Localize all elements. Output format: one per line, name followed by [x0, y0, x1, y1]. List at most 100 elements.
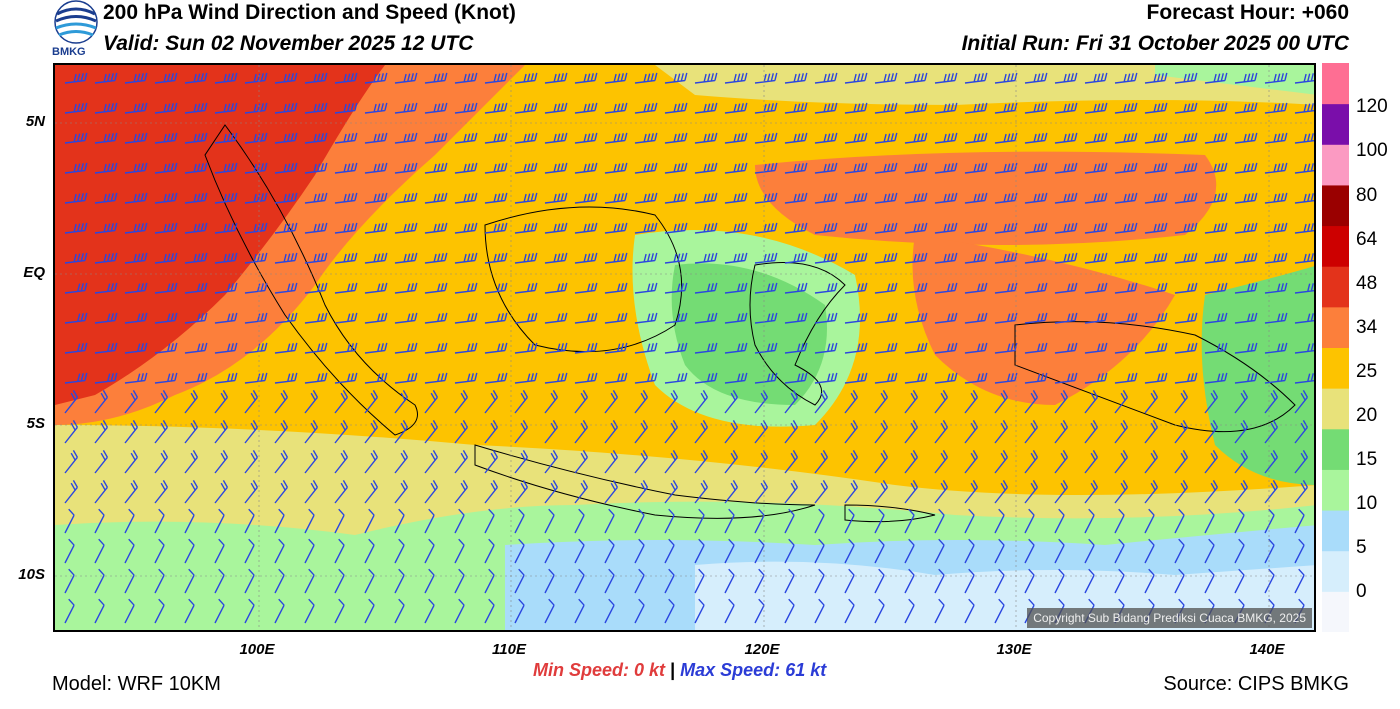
wind-barb [214, 282, 238, 294]
wind-barb [574, 282, 598, 294]
wind-barb [484, 450, 499, 474]
wind-barb [184, 132, 208, 144]
wind-barb [934, 568, 945, 594]
colorbar-segment [1322, 469, 1349, 511]
wind-barb [1174, 222, 1198, 234]
wind-barb [514, 312, 538, 324]
wind-barb [94, 132, 118, 144]
wind-barb [1234, 132, 1258, 144]
wind-barb [904, 390, 919, 414]
wind-barb [724, 312, 748, 324]
wind-barb [484, 282, 508, 294]
wind-barb [304, 72, 328, 84]
wind-barb [94, 282, 118, 294]
wind-barb [1054, 342, 1078, 354]
wind-barb [814, 342, 838, 354]
wind-barb [874, 72, 898, 84]
wind-barb [964, 72, 988, 84]
wind-barb [424, 420, 439, 444]
wind-barb [754, 222, 778, 234]
speed-range: Min Speed: 0 kt | Max Speed: 61 kt [533, 660, 826, 681]
wind-barb [1024, 72, 1048, 84]
wind-barb [664, 72, 688, 84]
cbar-label-120: 120 [1356, 96, 1388, 117]
wind-barb [814, 282, 838, 294]
wind-barb [64, 568, 75, 594]
wind-barb [1024, 192, 1048, 204]
wind-barb [724, 102, 748, 114]
wind-barb [904, 282, 928, 294]
wind-barb [934, 372, 958, 384]
wind-barb [694, 282, 718, 294]
colorbar-segment [1322, 184, 1349, 227]
wind-barb [1204, 252, 1228, 264]
wind-barb [1114, 252, 1138, 264]
wind-barb [1174, 568, 1185, 594]
wind-barb [1084, 312, 1108, 324]
wind-barb [574, 342, 598, 354]
wind-barb [184, 162, 208, 174]
wind-barb [574, 222, 598, 234]
graticule [55, 65, 1314, 630]
wind-barb [964, 252, 988, 264]
wind-barb [1144, 342, 1168, 354]
wind-barb [904, 480, 919, 504]
wind-barb [394, 252, 418, 264]
wind-barb [244, 372, 268, 384]
wind-barb [634, 598, 645, 624]
wind-barb [334, 568, 345, 594]
wind-barb [574, 480, 589, 504]
wind-barb [1294, 538, 1305, 564]
wind-barb [1054, 420, 1069, 444]
wind-barb [1084, 282, 1108, 294]
wind-barb [514, 420, 529, 444]
wind-barb [784, 372, 808, 384]
wind-barb [574, 538, 585, 564]
wind-barb [664, 450, 679, 474]
wind-barb [814, 252, 838, 264]
wind-barb [1144, 312, 1168, 324]
lon-label-130e: 130E [996, 641, 1032, 658]
wind-barb [574, 372, 598, 384]
wind-barb [874, 102, 898, 114]
wind-barb [454, 450, 469, 474]
wind-barb [1084, 420, 1099, 444]
wind-barb [274, 372, 298, 384]
wind-barb [724, 420, 739, 444]
wind-barb [214, 372, 238, 384]
wind-barb [844, 132, 868, 144]
wind-barb [244, 480, 259, 504]
wind-barb [154, 102, 178, 114]
wind-barb [694, 342, 718, 354]
wind-barb [244, 102, 268, 114]
wind-barb [664, 102, 688, 114]
wind-barb [1144, 282, 1168, 294]
wind-barb [544, 342, 568, 354]
copyright-note: Copyright Sub Bidang Prediksi Cuaca BMKG… [1027, 608, 1312, 628]
wind-barb [334, 132, 358, 144]
wind-barb [454, 252, 478, 264]
wind-barb [604, 282, 628, 294]
wind-barb [904, 252, 928, 264]
wind-barb [514, 162, 538, 174]
wind-barb [664, 568, 675, 594]
wind-barb [604, 312, 628, 324]
wind-barb [214, 480, 229, 504]
wind-barb [964, 390, 979, 414]
wind-barb [1234, 282, 1258, 294]
wind-barb [214, 508, 225, 534]
wind-barb [484, 132, 508, 144]
wind-barb [664, 162, 688, 174]
coast-sulawesi [749, 262, 846, 406]
wind-barb [244, 222, 268, 234]
wind-barb [304, 480, 319, 504]
wind-barb [124, 390, 139, 414]
wind-barb [574, 192, 598, 204]
wind-barb [334, 252, 358, 264]
wind-barb [1204, 372, 1228, 384]
wind-barb [394, 598, 405, 624]
wind-barb [244, 162, 268, 174]
region-north-10-15kt [1155, 65, 1314, 95]
wind-barb [124, 508, 135, 534]
wind-barb [1264, 342, 1288, 354]
